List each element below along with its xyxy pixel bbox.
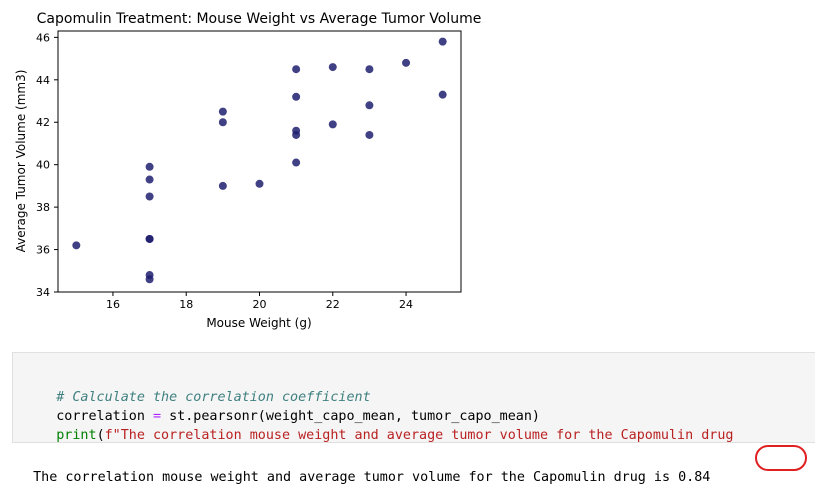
- output-value: 0.84: [678, 470, 711, 485]
- x-tick-label: 20: [253, 298, 267, 311]
- data-point: [292, 158, 301, 167]
- data-point: [72, 241, 81, 250]
- data-point: [145, 175, 154, 184]
- scatter-chart: Capomulin Treatment: Mouse Weight vs Ave…: [14, 11, 482, 330]
- y-tick-label: 34: [36, 286, 50, 299]
- data-point: [218, 181, 227, 190]
- code-operator: =: [153, 409, 162, 424]
- data-point: [255, 179, 264, 188]
- data-point: [145, 162, 154, 171]
- code-comment: # Calculate the correlation coefficient: [56, 390, 371, 405]
- y-axis-label: Average Tumor Volume (mm3): [14, 70, 28, 253]
- data-point: [292, 65, 301, 74]
- cell-output: The correlation mouse weight and average…: [17, 451, 710, 487]
- data-point: [218, 118, 227, 127]
- x-tick-label: 18: [179, 298, 193, 311]
- x-tick-label: 16: [106, 298, 120, 311]
- y-tick-label: 42: [36, 116, 50, 129]
- code-print-function: print: [56, 428, 97, 443]
- y-tick-label: 46: [36, 31, 50, 44]
- plot-frame: [57, 30, 462, 293]
- x-axis-label: Mouse Weight (g): [206, 316, 311, 330]
- y-tick-label: 38: [36, 201, 50, 214]
- data-point: [365, 101, 374, 110]
- data-point: [328, 120, 337, 129]
- data-point: [145, 234, 154, 243]
- data-point: [218, 107, 227, 116]
- code-fstring: f"The correlation mouse weight and avera…: [104, 428, 734, 443]
- code-comment-line: # Calculate the correlation coefficient: [24, 369, 371, 426]
- data-points: [72, 37, 447, 284]
- code-cell[interactable]: # Calculate the correlation coefficient …: [12, 352, 815, 443]
- axis-ticks: 16 18 20 22 24 34 36 38 40 42 44 46: [36, 31, 413, 311]
- data-point: [438, 37, 447, 46]
- data-point: [328, 63, 337, 72]
- data-point: [438, 90, 447, 99]
- data-point: [145, 271, 154, 280]
- x-tick-label: 22: [326, 298, 340, 311]
- data-point: [365, 65, 374, 74]
- code-call: st.pearsonr(weight_capo_mean, tumor_capo…: [161, 409, 540, 424]
- data-point: [292, 126, 301, 135]
- x-tick-label: 24: [399, 298, 413, 311]
- highlight-annotation: [755, 445, 807, 471]
- output-text: The correlation mouse weight and average…: [33, 470, 679, 485]
- data-point: [292, 92, 301, 101]
- data-point: [365, 130, 374, 139]
- y-tick-label: 44: [36, 74, 50, 87]
- data-point: [145, 192, 154, 201]
- data-point: [402, 58, 411, 67]
- code-variable: correlation: [56, 409, 153, 424]
- code-paren: (: [96, 428, 105, 443]
- y-tick-label: 40: [36, 159, 50, 172]
- code-print-line: print(f"The correlation mouse weight and…: [24, 407, 733, 464]
- y-tick-label: 36: [36, 244, 50, 257]
- code-correlation-line: correlation = st.pearsonr(weight_capo_me…: [24, 388, 540, 445]
- chart-title: Capomulin Treatment: Mouse Weight vs Ave…: [37, 11, 482, 27]
